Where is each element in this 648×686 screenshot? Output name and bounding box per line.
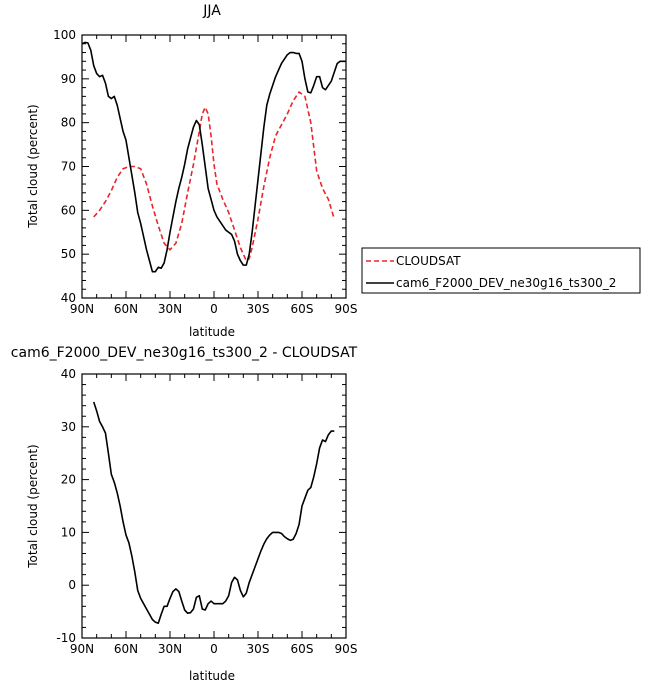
x-tick-label: 90S — [335, 642, 358, 656]
x-tick-label: 30S — [247, 642, 270, 656]
y-tick-label: -10 — [56, 631, 76, 645]
bottom-chart-x-axis-title: latitude — [189, 669, 235, 683]
y-tick-label: 40 — [61, 291, 76, 305]
x-tick-label: 60N — [114, 642, 138, 656]
top-chart-x-axis-title: latitude — [189, 325, 235, 339]
y-tick-label: 60 — [61, 203, 76, 217]
x-tick-label: 30N — [158, 642, 182, 656]
x-tick-label: 30S — [247, 302, 270, 316]
series-line-diff-0 — [92, 401, 335, 625]
y-tick-label: 100 — [53, 28, 76, 42]
series-line-cam6-f2000-dev-ne30g16-ts300-2 — [81, 41, 346, 273]
y-tick-label: 0 — [68, 578, 76, 592]
legend-box — [361, 247, 641, 294]
bottom-chart-series — [92, 401, 335, 625]
x-tick-label: 90N — [70, 302, 94, 316]
bottom-chart: cam6_F2000_DEV_ne30g16_ts300_2 - CLOUDSA… — [11, 345, 358, 683]
y-tick-label: 50 — [61, 247, 76, 261]
top-chart-title: JJA — [202, 3, 221, 19]
bottom-chart-title: cam6_F2000_DEV_ne30g16_ts300_2 - CLOUDSA… — [11, 345, 358, 361]
top-chart-ticks: 90N 60N 30N 0 30S 60S 90S 40 50 60 70 80 90 100 — [53, 28, 357, 316]
x-tick-label: 60S — [291, 642, 314, 656]
x-tick-label: 90S — [335, 302, 358, 316]
legend-label-cloudsat: CLOUDSAT — [396, 254, 461, 268]
x-tick-label: 60S — [291, 302, 314, 316]
top-chart-series — [81, 41, 346, 273]
x-tick-label: 30N — [158, 302, 182, 316]
bottom-chart-ticks: 90N 60N 30N 0 30S 60S 90S -10 0 10 20 30 40 — [56, 367, 357, 656]
y-tick-label: 20 — [61, 473, 76, 487]
x-tick-label: 0 — [210, 302, 218, 316]
top-chart-y-axis-title: Total cloud (percent) — [26, 104, 40, 228]
top-chart-legend: CLOUDSAT cam6_F2000_DEV_ne30g16_ts300_2 — [361, 247, 641, 294]
top-chart: JJA 90N 60N 30N 0 30S 60S 90S 40 50 60 70 80 90 100 l… — [26, 3, 641, 339]
x-tick-label: 0 — [210, 642, 218, 656]
bottom-chart-y-axis-title: Total cloud (percent) — [26, 444, 40, 568]
bottom-chart-plot-frame — [81, 373, 347, 639]
y-tick-label: 90 — [61, 72, 76, 86]
y-tick-label: 30 — [61, 420, 76, 434]
x-tick-label: 60N — [114, 302, 138, 316]
y-tick-label: 70 — [61, 160, 76, 174]
legend-label-model: cam6_F2000_DEV_ne30g16_ts300_2 — [396, 276, 616, 290]
x-tick-label: 90N — [70, 642, 94, 656]
y-tick-label: 10 — [61, 525, 76, 539]
series-line-cloudsat — [93, 91, 336, 262]
y-tick-label: 80 — [61, 116, 76, 130]
y-tick-label: 40 — [61, 367, 76, 381]
